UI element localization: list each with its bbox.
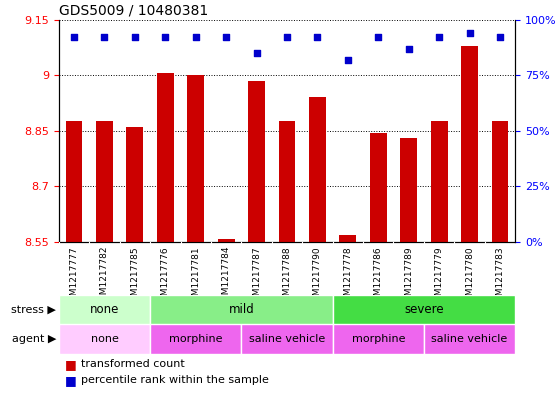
Bar — [241, 324, 333, 354]
Point — [496, 34, 505, 40]
Text: GSM1217784: GSM1217784 — [222, 246, 231, 307]
Text: morphine: morphine — [352, 334, 405, 344]
Text: GSM1217779: GSM1217779 — [435, 246, 444, 307]
Bar — [400, 138, 417, 242]
Point — [343, 57, 352, 63]
Text: morphine: morphine — [169, 334, 222, 344]
Bar — [431, 121, 447, 242]
Text: GSM1217782: GSM1217782 — [100, 246, 109, 307]
Text: GSM1217785: GSM1217785 — [130, 246, 139, 307]
Bar — [150, 295, 333, 324]
Text: ■: ■ — [64, 374, 76, 387]
Text: transformed count: transformed count — [81, 359, 185, 369]
Bar — [370, 132, 386, 242]
Text: percentile rank within the sample: percentile rank within the sample — [81, 375, 269, 385]
Bar — [59, 324, 150, 354]
Text: none: none — [91, 334, 118, 344]
Point — [374, 34, 383, 40]
Text: GSM1217783: GSM1217783 — [496, 246, 505, 307]
Text: saline vehicle: saline vehicle — [249, 334, 325, 344]
Bar — [279, 121, 295, 242]
Text: GSM1217776: GSM1217776 — [161, 246, 170, 307]
Bar — [424, 324, 515, 354]
Bar — [461, 46, 478, 242]
Bar — [333, 324, 424, 354]
Point — [100, 34, 109, 40]
Bar — [309, 97, 326, 242]
Text: none: none — [90, 303, 119, 316]
Bar — [96, 121, 113, 242]
Point — [313, 34, 322, 40]
Text: GSM1217786: GSM1217786 — [374, 246, 383, 307]
Text: GSM1217789: GSM1217789 — [404, 246, 413, 307]
Bar — [339, 235, 356, 242]
Text: ■: ■ — [64, 358, 76, 371]
Text: agent ▶: agent ▶ — [12, 334, 56, 344]
Text: GSM1217777: GSM1217777 — [69, 246, 78, 307]
Text: severe: severe — [404, 303, 444, 316]
Text: saline vehicle: saline vehicle — [431, 334, 508, 344]
Bar — [188, 75, 204, 242]
Text: GSM1217790: GSM1217790 — [313, 246, 322, 307]
Bar — [218, 239, 235, 242]
Text: GDS5009 / 10480381: GDS5009 / 10480381 — [59, 3, 208, 17]
Point — [130, 34, 139, 40]
Point — [161, 34, 170, 40]
Bar — [127, 127, 143, 242]
Bar — [59, 295, 150, 324]
Bar — [248, 81, 265, 242]
Text: GSM1217781: GSM1217781 — [191, 246, 200, 307]
Point — [282, 34, 291, 40]
Bar — [66, 121, 82, 242]
Point — [435, 34, 444, 40]
Point — [192, 34, 200, 40]
Point — [404, 45, 413, 51]
Text: GSM1217778: GSM1217778 — [343, 246, 352, 307]
Bar — [150, 324, 241, 354]
Point — [252, 50, 261, 56]
Text: GSM1217780: GSM1217780 — [465, 246, 474, 307]
Point — [465, 30, 474, 36]
Text: mild: mild — [228, 303, 254, 316]
Bar — [157, 73, 174, 242]
Point — [222, 34, 231, 40]
Text: GSM1217787: GSM1217787 — [252, 246, 261, 307]
Point — [69, 34, 78, 40]
Text: GSM1217788: GSM1217788 — [282, 246, 292, 307]
Bar — [492, 121, 508, 242]
Bar — [333, 295, 515, 324]
Text: stress ▶: stress ▶ — [11, 305, 56, 314]
